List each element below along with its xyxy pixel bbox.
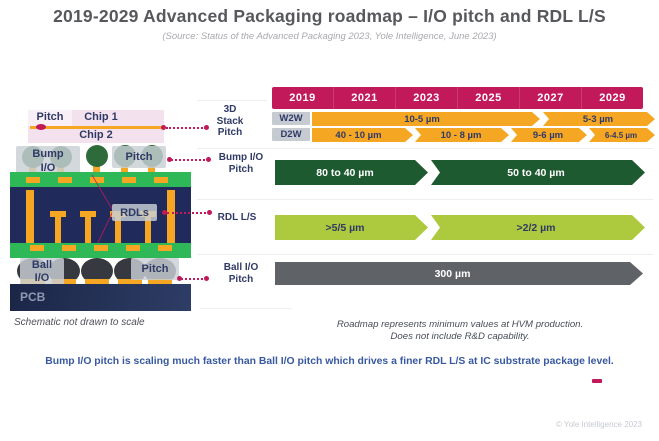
bump-stem [148,163,155,174]
chip-pitch-strip [28,110,72,126]
connector-line [166,127,206,129]
pad [158,245,172,251]
roadmap-segment: 300 µm [275,262,643,285]
row-label-rdl: RDL L/S [217,212,257,223]
pad [122,177,136,183]
roadmap-note-line1: Roadmap represents minimum values at HVM… [336,319,584,330]
pad [26,177,40,183]
connector-dot [161,125,166,130]
row-separator [197,254,653,255]
row-separator [197,100,267,101]
pad [126,245,140,251]
row-label-bump: Bump I/O Pitch [218,152,264,175]
roadmap-segment: 50 to 40 µm [431,160,645,185]
schematic-caption: Schematic not drawn to scale [14,317,145,328]
pad [154,177,168,183]
connector-line [167,212,206,214]
bump-io-label: Bump I/O [16,146,80,176]
connector-dot [206,157,211,162]
chip-bond-line [30,126,162,129]
roadmap-segment: 10 - 8 µm [415,128,509,142]
source-note: (Source: Status of the Advanced Packagin… [162,31,497,42]
pad [94,245,108,251]
pad [118,279,142,284]
pcb-label: PCB [20,290,46,304]
roadmap-segment: >5/5 µm [275,215,428,240]
rdl-annotation-lines [91,174,114,248]
roadmap-segment: 10-5 µm [312,112,540,126]
pad [30,245,44,251]
row-separator [197,199,653,200]
row-label-3d-stack: 3D Stack Pitch [216,104,244,138]
rdl-via [80,211,96,244]
bump [86,145,108,167]
year-cell: 2027 [520,87,582,109]
year-cell: 2019 [272,87,334,109]
copyright: © Yole Intelligence 2023 [556,420,642,429]
ball-io-label: Ball I/O [20,258,64,286]
pitch-label-top: Pitch [36,111,64,123]
rdl-via [167,190,175,243]
chip1-label: Chip 1 [84,111,118,123]
roadmap-segment: 6-4.5 µm [589,128,655,142]
year-header: 2019 2021 2023 2025 2027 2029 [272,87,643,109]
connector-dot [177,276,182,281]
connector-line [171,159,205,161]
rdl-via [26,190,34,243]
d2w-tag: D2W [272,128,310,141]
roadmap-segment: 80 to 40 µm [275,160,428,185]
row-label-ball: Ball I/O Pitch [223,262,259,285]
pcb-band [10,284,191,311]
connector-dot [204,125,209,130]
pad [148,279,172,284]
pad [52,279,76,284]
w2w-tag: W2W [272,112,310,125]
rdl-layer [10,187,191,243]
rdls-label: RDLs [112,204,157,221]
page-title: 2019-2029 Advanced Packaging roadmap – I… [53,6,606,26]
connector-dot [204,276,209,281]
connector-dot [162,210,167,215]
bump-stem [93,163,100,174]
roadmap-note-line2: Does not include R&D capability. [390,331,530,342]
connector-dot [167,157,172,162]
connector-dot [207,210,212,215]
pitch-marker-dot [36,124,46,130]
year-cell: 2023 [396,87,458,109]
connector-line [181,278,203,280]
logo-mark [592,379,602,383]
year-cell: 2021 [334,87,396,109]
pad [90,177,104,183]
pad [58,177,72,183]
bump-pitch-label: Pitch [112,146,166,168]
insight-text: Bump I/O pitch is scaling much faster th… [45,356,614,367]
roadmap-segment: 5-3 µm [543,112,655,126]
pad [85,279,109,284]
roadmap-segment: >2/2 µm [431,215,645,240]
row-separator [197,148,653,149]
bump-stem [121,163,128,174]
year-cell: 2025 [458,87,520,109]
row-separator [200,308,292,309]
chip2-label: Chip 2 [79,129,113,141]
roadmap-segment: 40 - 10 µm [312,128,413,142]
year-cell: 2029 [599,92,626,104]
rdl-via [50,211,66,244]
ball-pitch-label: Pitch [131,258,179,280]
roadmap-segment: 9-6 µm [511,128,587,142]
pad [62,245,76,251]
